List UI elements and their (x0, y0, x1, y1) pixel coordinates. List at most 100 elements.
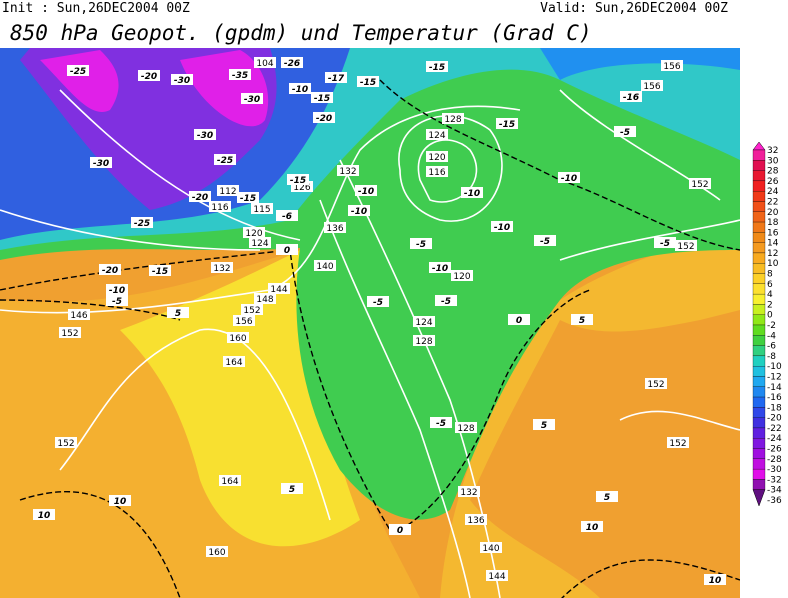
temperature-label: -15 (360, 78, 376, 88)
geopotential-label-box (249, 237, 271, 248)
orange-zone-east (470, 310, 740, 598)
colorbar-swatch (752, 221, 766, 233)
colorbar-swatch (752, 201, 766, 212)
colorbar-label: -16 (767, 393, 782, 403)
geopotential-label-box (233, 315, 255, 326)
geopotential-label-box (254, 293, 276, 304)
temperature-label-box (704, 574, 726, 585)
geopotential-label-box (291, 181, 313, 192)
temperature-label: -10 (292, 85, 308, 95)
temperature-label-box (508, 314, 530, 325)
temperature-label-box (313, 112, 335, 123)
temperature-label: -15 (290, 176, 306, 186)
temperature-label-box (67, 65, 89, 76)
temperature-label: -15 (429, 63, 445, 73)
colorbar-swatch (752, 407, 766, 418)
geopotential-label-box (413, 316, 435, 327)
colorbar-label: 16 (767, 228, 779, 238)
temperature-label: -26 (284, 59, 300, 69)
geopotential-label: 132 (460, 488, 477, 498)
colorbar-label: -8 (767, 352, 776, 362)
temperature-label: -25 (217, 156, 233, 166)
temperature-label-box (558, 172, 580, 183)
temperature-label: -10 (109, 286, 125, 296)
temperature-label: -16 (623, 93, 639, 103)
geopotential-label: 146 (70, 311, 87, 321)
geopotential-label: 132 (213, 264, 230, 274)
temperature-label: -5 (620, 128, 630, 138)
temperature-label: 5 (289, 485, 295, 495)
geopotential-label: 156 (663, 62, 680, 72)
colorbar-swatch (752, 191, 766, 202)
temperature-label-box (533, 419, 555, 430)
geopotential-label-box (661, 60, 683, 71)
colorbar-label: -2 (767, 321, 776, 331)
colorbar-label: 4 (767, 290, 773, 300)
geopotential-contours (0, 89, 740, 598)
colorbar-swatch (752, 211, 766, 223)
colorbar-swatch (752, 293, 766, 305)
temperature-label-box (426, 61, 448, 72)
temperature-label-box (348, 205, 370, 216)
temperature-label: -15 (314, 94, 330, 104)
geopotential-label: 152 (691, 180, 708, 190)
temperature-label-box (287, 174, 309, 185)
temperature-label-box (109, 495, 131, 506)
geopotential-label: 104 (256, 59, 273, 69)
colorbar-label: -32 (767, 475, 782, 485)
temperature-label: -30 (197, 131, 213, 141)
temperature-label: -30 (244, 95, 260, 105)
temperature-label: 10 (586, 523, 599, 533)
geopotential-label-box (68, 309, 90, 320)
geopotential-label-box (219, 475, 241, 486)
blue-zone-ne (540, 48, 740, 80)
colorbar-swatch (752, 355, 766, 367)
colorbar-label: -26 (767, 445, 782, 455)
geopotential-label-box (455, 422, 477, 433)
temperature-label: -10 (561, 174, 577, 184)
colorbar-label: -6 (767, 342, 776, 352)
colorbar-swatch (752, 396, 766, 408)
geopotential-label: 116 (428, 168, 445, 178)
temperature-label-box (171, 74, 193, 85)
temperature-label: -30 (174, 76, 190, 86)
geopotential-label-box (480, 542, 502, 553)
colorbar-swatch (752, 345, 766, 357)
temperature-label: -15 (240, 194, 256, 204)
geopotential-label-box (426, 166, 448, 177)
temperature-label: -5 (540, 237, 550, 247)
geopotential-label-box (55, 437, 77, 448)
geopotential-label-box (465, 514, 487, 525)
geopotential-label: 120 (245, 229, 262, 239)
colorbar-swatch (752, 180, 766, 192)
temperature-label-box (106, 284, 128, 295)
geopotential-label-box (254, 57, 276, 68)
geopotential-label: 112 (219, 187, 236, 197)
colorbar-label: -20 (767, 414, 782, 424)
geopotential-label: 140 (482, 544, 499, 554)
temperature-label: 0 (516, 316, 522, 326)
temperature-label-box (596, 491, 618, 502)
temperature-label: -30 (93, 159, 109, 169)
colorbar-label: 0 (767, 311, 773, 321)
geopotential-label: 132 (339, 167, 356, 177)
temperature-label-box (581, 521, 603, 532)
map-title: 850 hPa Geopot. (gpdm) und Temperatur (G… (10, 21, 592, 45)
temperature-label-box (149, 265, 171, 276)
magenta-zone (40, 50, 269, 127)
geopotential-label: 124 (251, 239, 268, 249)
temperature-label-box (410, 238, 432, 249)
geopotential-label: 160 (208, 548, 225, 558)
temperature-label-box (367, 296, 389, 307)
colorbar-swatch (752, 376, 766, 387)
colorbar-swatch (752, 304, 766, 315)
colorbar-label: -22 (767, 424, 782, 434)
init-time: Init : Sun,26DEC2004 00Z (2, 1, 190, 16)
geopotential-label-box (667, 437, 689, 448)
temperature-label: -5 (441, 297, 451, 307)
geopotential-label: 148 (256, 295, 273, 305)
temperature-label-box (357, 76, 379, 87)
geopotential-label-box (223, 356, 245, 367)
